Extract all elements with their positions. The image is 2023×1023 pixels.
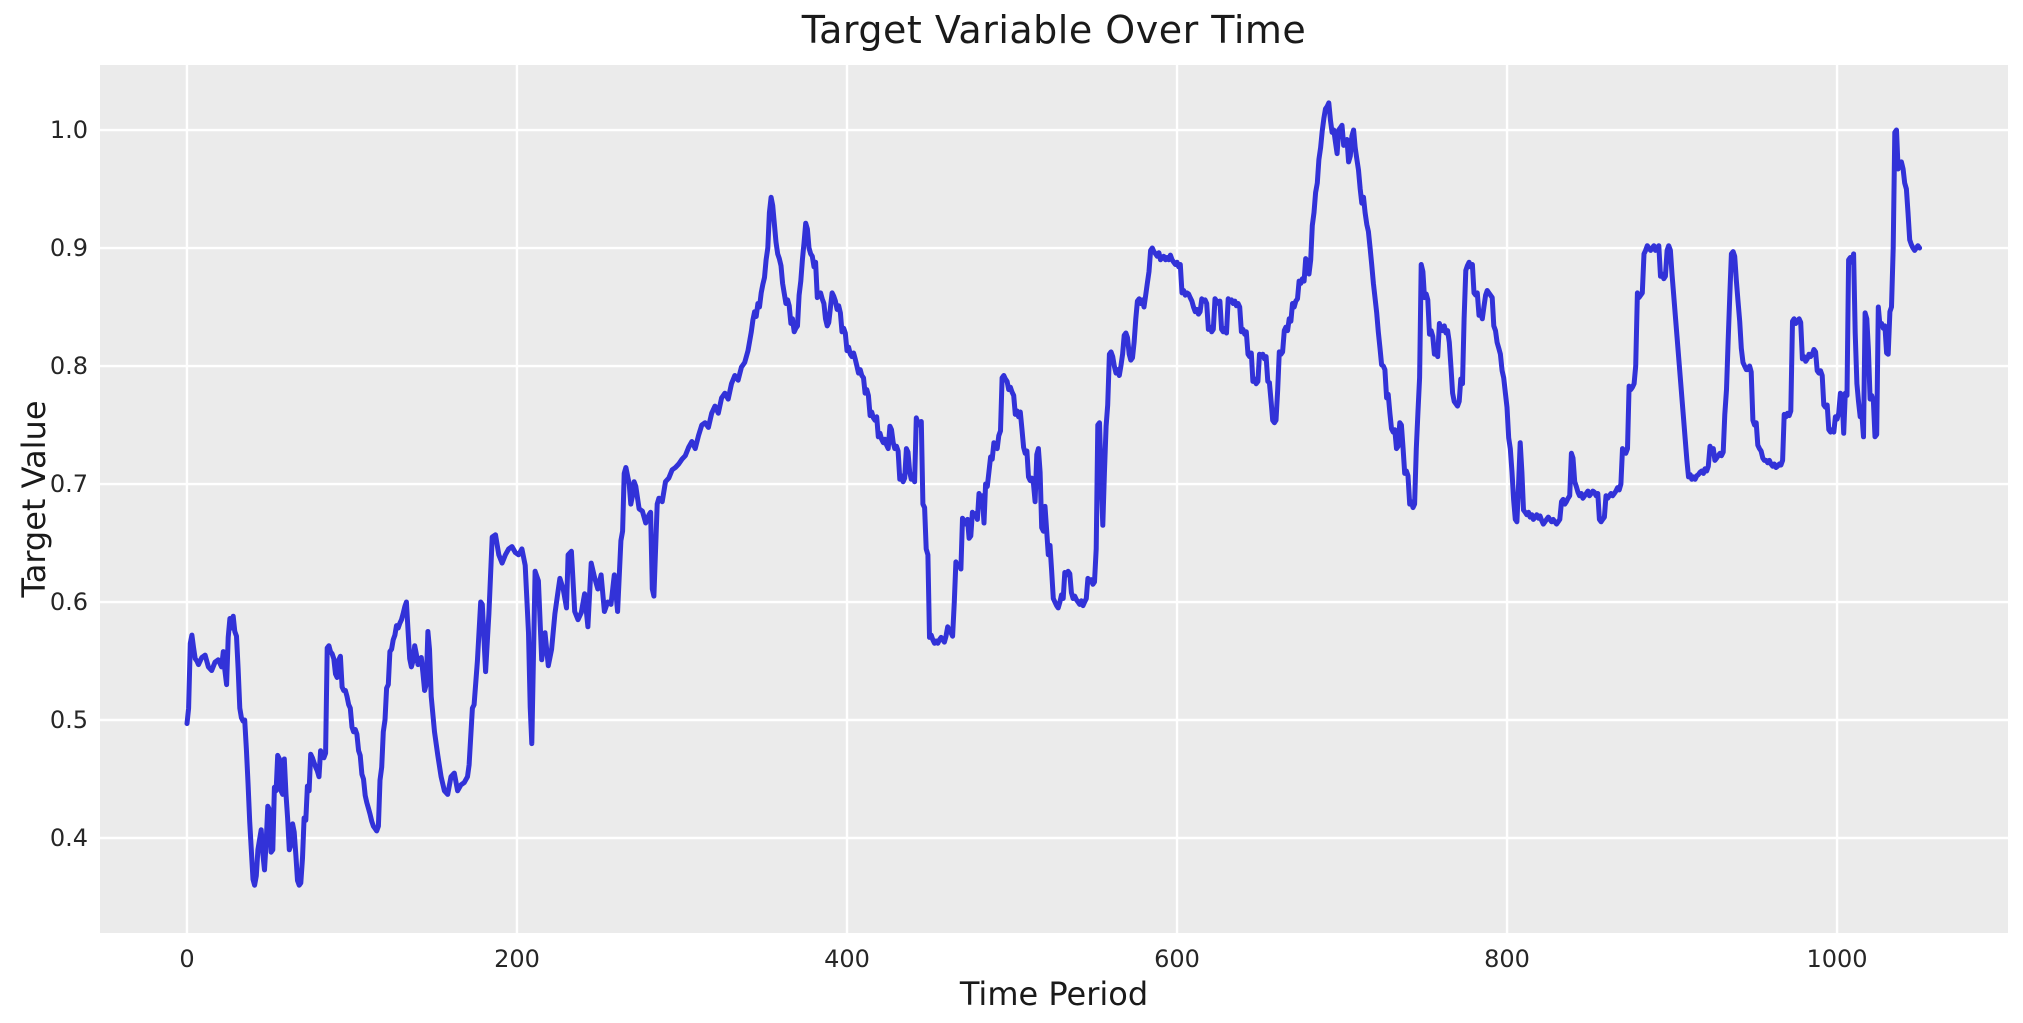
x-axis-tick-label: 400 [824,945,870,973]
x-axis-tick-label: 200 [494,945,540,973]
x-axis-tick-label: 0 [179,945,194,973]
chart-title: Target Variable Over Time [801,8,1307,52]
x-axis-tick-label: 800 [1484,945,1530,973]
y-axis-tick-label: 0.6 [50,588,88,616]
y-axis-tick-label: 0.5 [50,706,88,734]
y-axis-tick-label: 0.4 [50,824,88,852]
y-axis-tick-label: 0.9 [50,234,88,262]
x-axis-tick-label: 600 [1154,945,1200,973]
y-axis-tick-label: 1.0 [50,116,88,144]
y-axis-tick-label: 0.7 [50,470,88,498]
x-axis-tick-label: 1000 [1807,945,1868,973]
y-axis-tick-label: 0.8 [50,352,88,380]
x-axis-label: Time Period [959,975,1149,1013]
y-axis-label: Target Value [15,400,53,598]
plot-area [100,65,2008,933]
target-series-line [184,100,1923,888]
